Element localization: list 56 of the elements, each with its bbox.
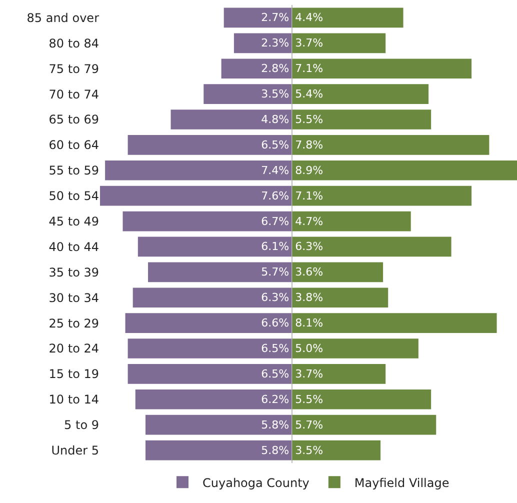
data-label: 6.5% — [261, 138, 290, 152]
data-label: 5.0% — [295, 342, 324, 355]
data-label: 5.7% — [261, 266, 290, 279]
y-tick-label: 5 to 9 — [64, 418, 99, 432]
data-label: 3.8% — [295, 291, 324, 304]
data-label: 2.3% — [261, 36, 290, 50]
legend-label: Mayfield Village — [354, 476, 450, 490]
data-label: 5.8% — [261, 418, 290, 432]
y-tick-label: 85 and over — [26, 10, 100, 25]
data-label: 6.2% — [261, 392, 290, 406]
y-tick-label: 55 to 59 — [48, 164, 99, 178]
y-tick-label: 40 to 44 — [48, 240, 99, 254]
data-label: 8.1% — [295, 316, 324, 330]
y-tick-label: 20 to 24 — [48, 342, 99, 356]
y-tick-label: 10 to 14 — [48, 392, 99, 407]
data-label: 6.3% — [295, 240, 324, 254]
data-label: 6.1% — [261, 240, 290, 254]
y-tick-label: 30 to 34 — [48, 290, 99, 305]
data-label: 3.6% — [295, 266, 324, 279]
data-label: 6.6% — [261, 316, 290, 330]
y-tick-label: 80 to 84 — [48, 36, 99, 50]
y-tick-label: 35 to 39 — [48, 265, 99, 280]
y-tick-label: 50 to 54 — [48, 189, 99, 204]
data-label: 6.5% — [261, 367, 290, 380]
y-tick-label: 75 to 79 — [48, 62, 99, 76]
data-label: 6.7% — [261, 214, 290, 228]
data-label: 6.5% — [261, 342, 290, 355]
data-label: 7.8% — [295, 138, 324, 152]
data-label: 5.5% — [295, 113, 324, 126]
y-tick-label: 25 to 29 — [48, 316, 99, 330]
data-label: 6.3% — [261, 291, 290, 304]
data-label: 5.7% — [295, 418, 324, 432]
legend-label: Cuyahoga County — [202, 476, 310, 490]
data-label: 8.9% — [295, 164, 324, 177]
data-label: 5.4% — [295, 88, 324, 101]
data-label: 7.6% — [261, 189, 290, 202]
data-label: 2.8% — [261, 62, 290, 76]
data-label: 7.1% — [295, 62, 324, 76]
data-label: 7.1% — [295, 189, 324, 202]
data-label: 3.5% — [261, 88, 290, 101]
data-label: 5.5% — [295, 392, 324, 406]
y-tick-label: 70 to 74 — [48, 87, 99, 102]
data-label: 5.8% — [261, 444, 290, 457]
data-label: 2.7% — [261, 11, 290, 24]
y-tick-label: 45 to 49 — [48, 214, 99, 228]
data-label: 3.5% — [295, 444, 324, 457]
data-label: 7.4% — [261, 164, 290, 177]
y-tick-label: 15 to 19 — [48, 367, 99, 382]
data-label: 4.7% — [295, 214, 324, 228]
y-tick-label: Under 5 — [51, 443, 99, 458]
data-label: 3.7% — [295, 36, 324, 50]
y-tick-label: 65 to 69 — [48, 112, 99, 127]
data-label: 4.8% — [261, 113, 290, 126]
y-tick-label: 60 to 64 — [48, 138, 99, 152]
data-label: 3.7% — [295, 367, 324, 380]
data-label: 4.4% — [295, 11, 324, 24]
